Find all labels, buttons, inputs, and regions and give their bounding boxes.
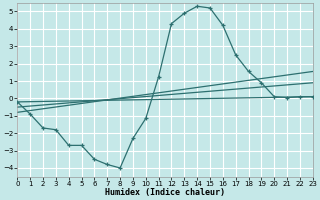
X-axis label: Humidex (Indice chaleur): Humidex (Indice chaleur) [105,188,225,197]
